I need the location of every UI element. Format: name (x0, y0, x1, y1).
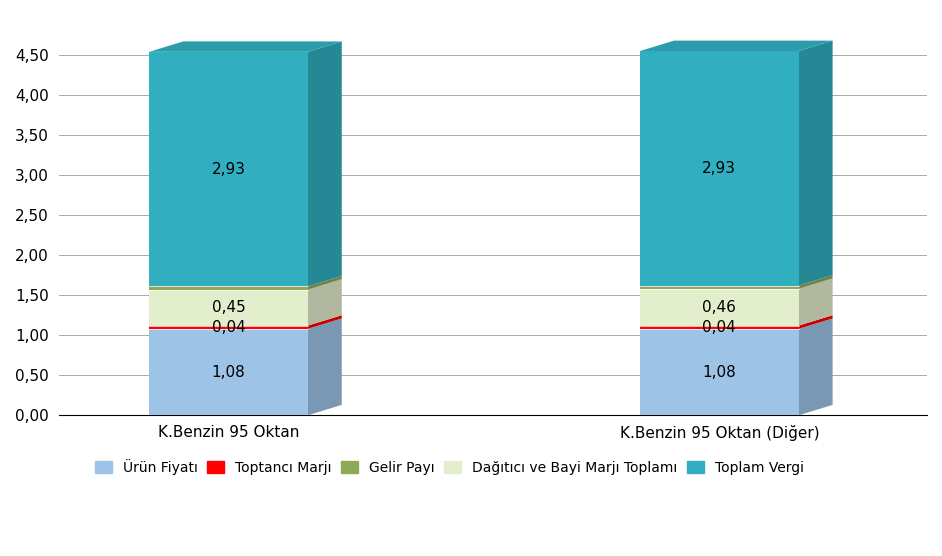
Bar (149, 290, 308, 326)
Bar (149, 326, 308, 329)
Polygon shape (308, 279, 342, 326)
Polygon shape (799, 315, 833, 329)
Legend: Ürün Fiyatı, Toptancı Marjı, Gelir Payı, Dağıtıcı ve Bayi Marjı Toplamı, Toplam : Ürün Fiyatı, Toptancı Marjı, Gelir Payı,… (89, 453, 809, 480)
Polygon shape (799, 319, 833, 415)
Bar (640, 329, 799, 415)
Bar (149, 286, 308, 290)
Text: 0,04: 0,04 (703, 320, 737, 335)
Polygon shape (308, 276, 342, 290)
Polygon shape (640, 41, 833, 51)
Polygon shape (308, 41, 342, 286)
Polygon shape (799, 41, 833, 286)
Polygon shape (308, 319, 342, 415)
Polygon shape (799, 275, 833, 289)
Bar (149, 329, 308, 415)
Text: 1,08: 1,08 (212, 365, 245, 380)
Bar (640, 326, 799, 329)
Polygon shape (308, 315, 342, 329)
Polygon shape (149, 41, 342, 52)
Text: 2,93: 2,93 (703, 161, 737, 176)
Bar (640, 51, 799, 286)
Polygon shape (799, 279, 833, 326)
Bar (640, 289, 799, 326)
Bar (640, 286, 799, 289)
Text: 2,93: 2,93 (212, 162, 246, 177)
Text: 0,45: 0,45 (212, 300, 245, 315)
Bar (149, 52, 308, 286)
Text: 0,04: 0,04 (212, 320, 245, 335)
Text: 0,46: 0,46 (703, 300, 737, 315)
Text: 1,08: 1,08 (703, 365, 737, 380)
